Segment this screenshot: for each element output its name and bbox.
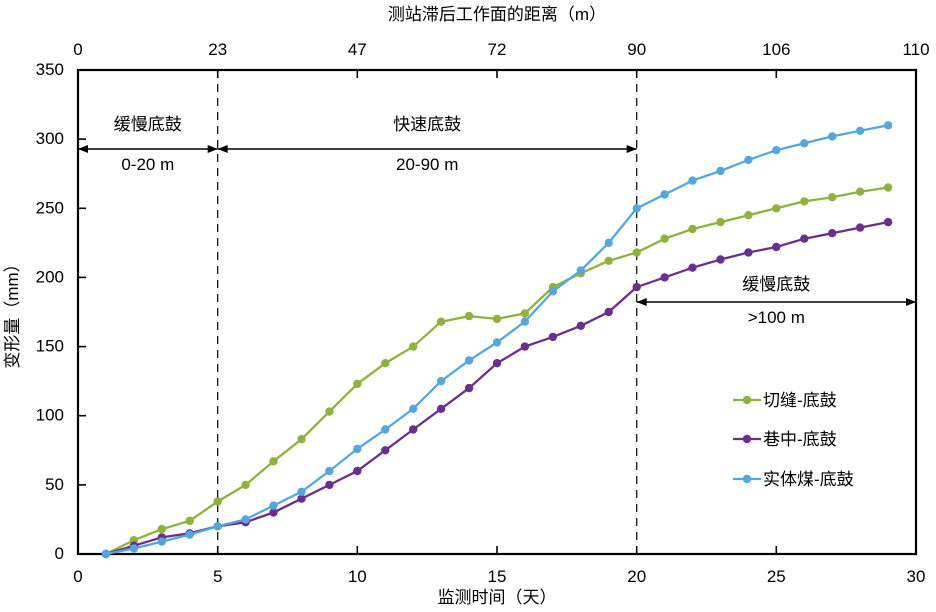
svg-text:缓慢底鼓: 缓慢底鼓 (742, 274, 810, 294)
svg-text:测站滞后工作面的距离（m）: 测站滞后工作面的距离（m） (388, 5, 606, 24)
svg-text:20-90 m: 20-90 m (396, 155, 458, 174)
svg-text:300: 300 (36, 129, 64, 148)
svg-text:快速底鼓: 快速底鼓 (393, 115, 461, 134)
svg-text:250: 250 (36, 198, 64, 217)
svg-text:0: 0 (73, 40, 82, 59)
svg-text:缓慢底鼓: 缓慢底鼓 (114, 114, 182, 134)
svg-text:25: 25 (767, 567, 786, 586)
svg-text:72: 72 (488, 40, 507, 59)
svg-text:巷中-底鼓: 巷中-底鼓 (763, 430, 837, 449)
svg-text:150: 150 (36, 337, 64, 356)
svg-text:0: 0 (55, 544, 64, 563)
svg-text:200: 200 (36, 267, 64, 286)
svg-text:>100 m: >100 m (748, 308, 805, 327)
svg-text:变形量（mm）: 变形量（mm） (3, 255, 22, 368)
svg-text:10: 10 (348, 567, 367, 586)
svg-text:23: 23 (208, 40, 227, 59)
svg-text:5: 5 (213, 567, 222, 586)
svg-text:0: 0 (73, 567, 82, 586)
svg-text:350: 350 (36, 60, 64, 79)
svg-text:47: 47 (348, 40, 367, 59)
svg-text:15: 15 (488, 567, 507, 586)
svg-text:0-20 m: 0-20 m (121, 155, 174, 174)
svg-text:110: 110 (902, 40, 929, 59)
svg-text:50: 50 (45, 475, 64, 494)
svg-text:监测时间（天）: 监测时间（天） (438, 588, 557, 607)
svg-text:切缝-底鼓: 切缝-底鼓 (763, 391, 837, 410)
svg-text:20: 20 (627, 567, 646, 586)
svg-text:30: 30 (907, 567, 926, 586)
svg-text:100: 100 (36, 406, 64, 425)
svg-text:106: 106 (762, 40, 790, 59)
svg-text:实体煤-底鼓: 实体煤-底鼓 (763, 470, 854, 489)
svg-text:90: 90 (627, 40, 646, 59)
